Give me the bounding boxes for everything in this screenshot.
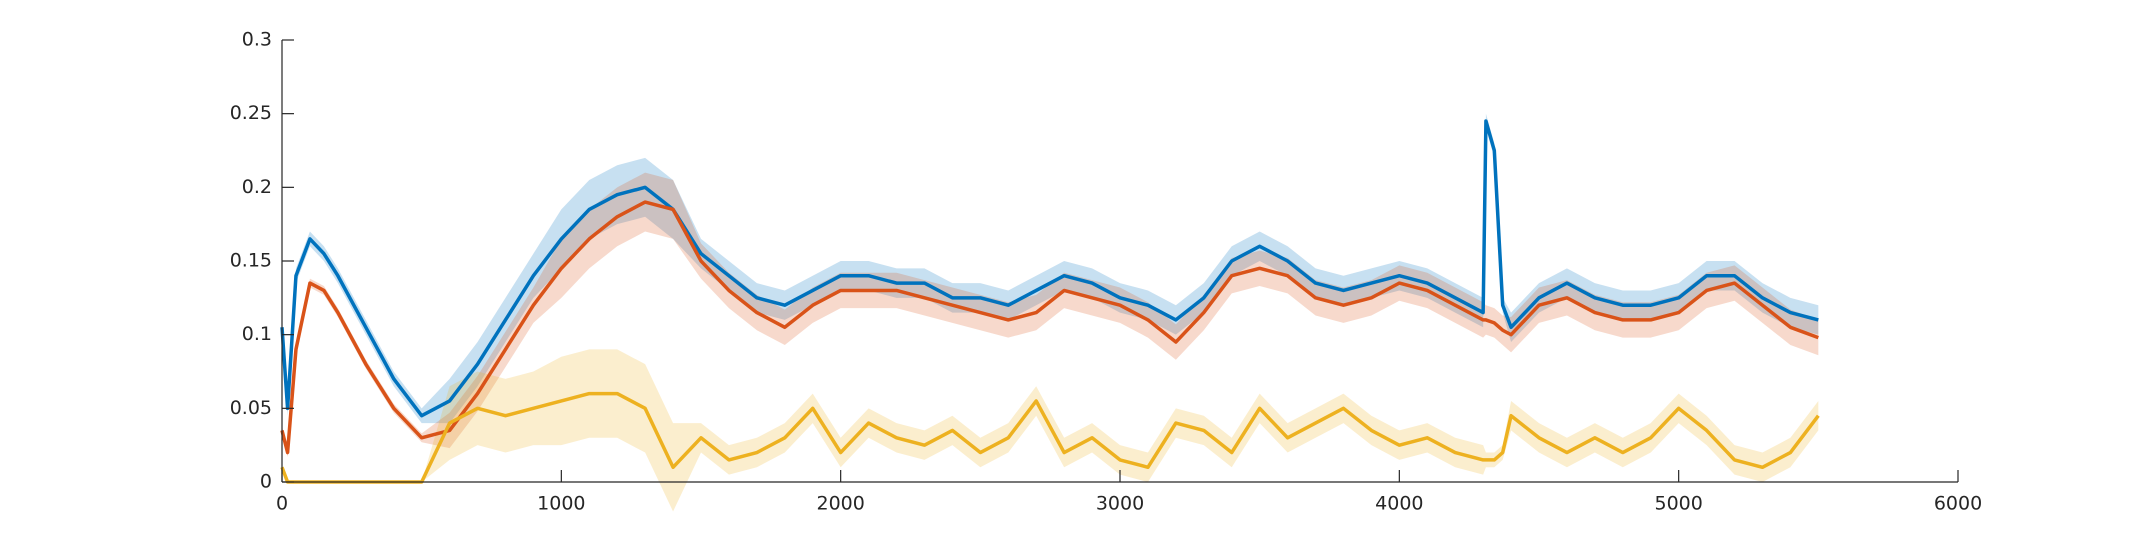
- y-tick-label: 0.1: [242, 323, 272, 345]
- y-tick-label: 0.3: [242, 29, 272, 51]
- y-tick-label: 0.15: [230, 250, 272, 272]
- error-band: [282, 349, 1819, 512]
- line: [280, 200, 1819, 455]
- y-tick-label: 0.25: [230, 102, 272, 124]
- line: [280, 391, 1820, 484]
- x-tick-label: 4000: [1375, 493, 1423, 515]
- x-tick-label: 3000: [1096, 493, 1144, 515]
- x-tick-label: 1000: [537, 493, 585, 515]
- error-band: [282, 113, 1819, 424]
- x-tick-label: 5000: [1654, 493, 1702, 515]
- y-tick-label: 0.05: [230, 397, 272, 419]
- x-tick-label: 0: [276, 493, 288, 515]
- y-tick-label: 0: [260, 471, 272, 493]
- x-tick-label: 6000: [1934, 493, 1982, 515]
- line: [280, 119, 1819, 418]
- error-band: [282, 172, 1819, 457]
- x-tick-label: 2000: [816, 493, 864, 515]
- y-tick-label: 0.2: [242, 176, 272, 198]
